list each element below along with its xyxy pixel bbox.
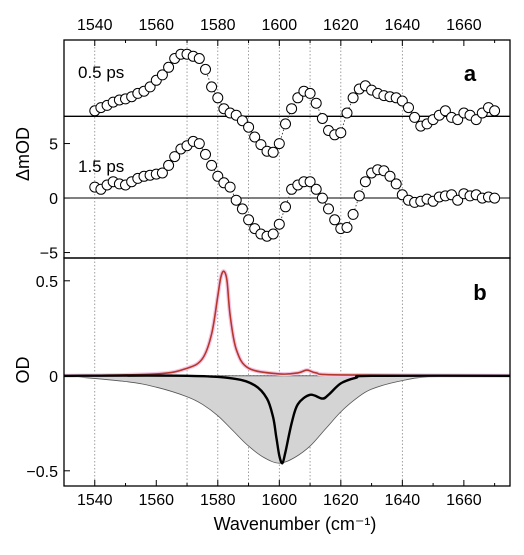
data-point bbox=[144, 81, 156, 93]
x-tick-label: 1560 bbox=[138, 17, 174, 34]
data-point bbox=[224, 181, 236, 193]
data-point bbox=[280, 201, 291, 213]
data-point bbox=[286, 103, 298, 115]
data-point bbox=[163, 61, 175, 73]
data-point bbox=[439, 105, 451, 117]
data-point bbox=[323, 203, 334, 215]
data-point bbox=[390, 178, 402, 190]
panel-b-label: b bbox=[473, 280, 486, 305]
data-point bbox=[200, 63, 211, 75]
data-point bbox=[273, 218, 285, 230]
data-point bbox=[206, 81, 218, 93]
data-point bbox=[212, 92, 224, 104]
x-tick-label: 1540 bbox=[77, 17, 113, 34]
y-tick-label: 0 bbox=[49, 369, 58, 386]
x-tick-label: 1580 bbox=[200, 17, 236, 34]
x-tick-label: 1640 bbox=[385, 17, 421, 34]
data-point bbox=[249, 131, 261, 143]
data-point bbox=[341, 107, 353, 119]
data-point bbox=[304, 176, 316, 188]
data-point bbox=[409, 111, 421, 123]
series-label-1.5ps: 1.5 ps bbox=[78, 157, 124, 176]
x-tick-label: 1580 bbox=[200, 492, 236, 509]
panel-a-frame bbox=[63, 39, 511, 259]
data-point bbox=[341, 222, 353, 233]
black-line bbox=[63, 374, 511, 465]
data-point bbox=[156, 167, 168, 179]
data-point bbox=[193, 53, 205, 64]
data-point bbox=[489, 192, 501, 204]
panel-a-ylabel: ΔmOD bbox=[13, 127, 33, 181]
grey-area bbox=[63, 375, 511, 464]
y-tick-label: 0 bbox=[49, 191, 58, 208]
data-point bbox=[316, 192, 328, 204]
x-tick-label: 1560 bbox=[138, 492, 174, 509]
data-point bbox=[273, 138, 285, 150]
data-point bbox=[347, 92, 359, 104]
y-tick-label: −5 bbox=[40, 246, 58, 263]
panel-b-frame bbox=[63, 257, 511, 487]
data-point bbox=[200, 148, 211, 160]
red-line bbox=[63, 270, 511, 377]
x-tick-label: 1600 bbox=[262, 492, 298, 509]
data-point bbox=[169, 151, 181, 163]
series-connector bbox=[94, 53, 495, 153]
y-tick-label: 5 bbox=[49, 137, 58, 154]
data-point bbox=[304, 87, 316, 99]
data-point bbox=[280, 118, 291, 130]
data-point bbox=[193, 138, 205, 150]
data-point bbox=[347, 208, 359, 220]
data-point bbox=[353, 190, 365, 202]
x-tick-label: 1640 bbox=[385, 492, 421, 509]
data-point bbox=[206, 159, 218, 171]
x-tick-label: 1660 bbox=[446, 17, 482, 34]
x-axis-label: Wavenumber (cm⁻¹) bbox=[214, 514, 377, 534]
x-tick-label: 1540 bbox=[77, 492, 113, 509]
series-label-0.5ps: 0.5 ps bbox=[78, 63, 124, 82]
data-point bbox=[310, 183, 322, 195]
data-point bbox=[243, 121, 255, 133]
data-point bbox=[396, 95, 408, 107]
panel-a-label: a bbox=[464, 61, 477, 86]
data-point bbox=[384, 170, 396, 182]
data-point bbox=[267, 146, 279, 158]
y-tick-label: 0.5 bbox=[36, 274, 58, 291]
data-point bbox=[310, 97, 322, 109]
data-point bbox=[329, 214, 341, 226]
panel-b-ylabel: OD bbox=[13, 356, 33, 383]
data-point bbox=[156, 69, 168, 81]
y-tick-label: −0.5 bbox=[26, 464, 58, 481]
red-line-glow bbox=[63, 269, 511, 378]
data-point bbox=[489, 105, 501, 117]
data-point bbox=[243, 214, 255, 226]
data-point bbox=[403, 102, 414, 114]
panel-a: 1540 1560 1580 1600 1620 1640 1660 −5 0 5 bbox=[40, 17, 511, 263]
data-point bbox=[452, 114, 464, 126]
x-tick-label: 1660 bbox=[446, 492, 482, 509]
x-tick-label: 1620 bbox=[323, 492, 359, 509]
data-point bbox=[163, 159, 175, 171]
data-point bbox=[335, 127, 347, 139]
data-point bbox=[316, 113, 328, 124]
data-point bbox=[236, 203, 248, 215]
x-tick-label: 1600 bbox=[262, 17, 298, 34]
data-point bbox=[267, 228, 279, 240]
panel-b: 1540 1560 1580 1600 1620 1640 1660 −0.5 0 0.5 bbox=[26, 257, 511, 509]
x-tick-label: 1620 bbox=[323, 17, 359, 34]
data-point bbox=[230, 194, 242, 206]
data-point bbox=[359, 176, 371, 188]
